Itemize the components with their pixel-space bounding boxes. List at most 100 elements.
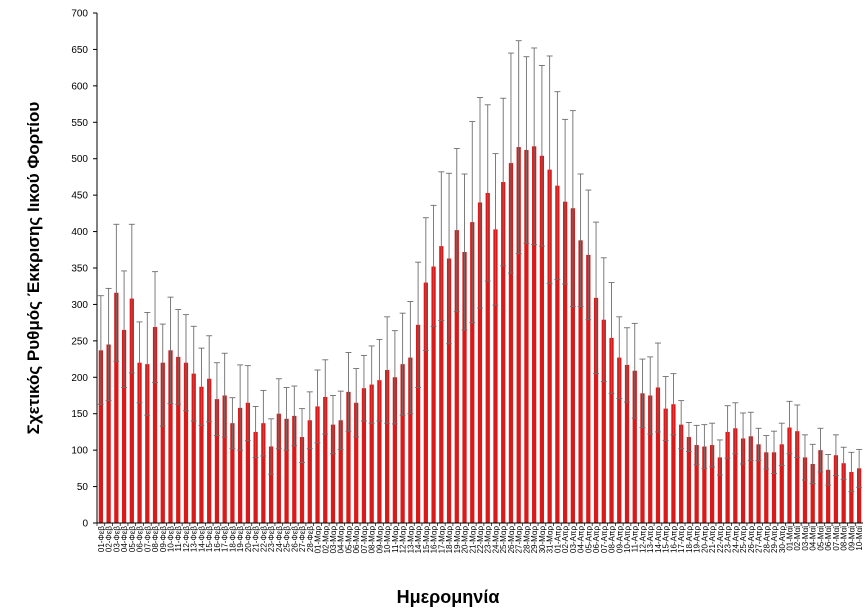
bar bbox=[709, 445, 715, 523]
bar bbox=[238, 407, 243, 523]
bar bbox=[826, 469, 831, 523]
x-tick-label: 23-Φεβ bbox=[267, 526, 276, 553]
y-tick-label: 250 bbox=[71, 336, 88, 347]
bar bbox=[145, 364, 150, 523]
bar bbox=[323, 396, 328, 523]
x-tick-label: 31-Μαρ bbox=[546, 526, 555, 554]
bar bbox=[679, 424, 684, 523]
bar bbox=[431, 266, 436, 523]
x-tick-label: 03-Μαϊ bbox=[801, 526, 810, 551]
bar bbox=[176, 356, 181, 523]
bar bbox=[624, 364, 630, 523]
bar bbox=[385, 370, 390, 523]
x-tick-label: 19-Μαρ bbox=[453, 526, 462, 554]
bar bbox=[570, 208, 575, 523]
bar bbox=[183, 362, 189, 523]
bar bbox=[748, 436, 753, 523]
error-bars bbox=[97, 40, 863, 493]
bar bbox=[299, 437, 305, 523]
bar bbox=[593, 297, 599, 523]
x-tick-label: 05-Μαϊ bbox=[816, 526, 825, 551]
bar bbox=[810, 463, 815, 523]
x-tick-label: 04-Φεβ bbox=[120, 526, 129, 553]
x-tick-label: 18-Απρ bbox=[685, 526, 694, 553]
x-tick-label: 23-Απρ bbox=[724, 526, 733, 553]
bar bbox=[338, 420, 343, 523]
x-axis-title: Ημερομηνία bbox=[397, 587, 500, 607]
bar bbox=[470, 222, 475, 523]
x-tick-label: 18-Μαρ bbox=[445, 526, 454, 554]
x-tick-label: 02-Απρ bbox=[561, 526, 570, 553]
x-tick-label: 17-Μαρ bbox=[437, 526, 446, 554]
x-tick-label: 29-Απρ bbox=[770, 526, 779, 553]
bar bbox=[354, 402, 359, 523]
x-tick-label: 09-Απρ bbox=[615, 526, 624, 553]
x-tick-label: 19-Φεβ bbox=[236, 526, 245, 553]
y-tick-label: 200 bbox=[71, 373, 88, 384]
y-tick-label: 300 bbox=[71, 300, 88, 311]
x-tick-label: 28-Φεβ bbox=[306, 526, 315, 553]
x-tick-label: 11-Φεβ bbox=[174, 526, 183, 552]
x-tick-label: 26-Απρ bbox=[747, 526, 756, 553]
y-axis-ticks: 0 50 100 150 200 250 300 350 400 450 500 550 600 650 7… bbox=[71, 9, 97, 530]
y-tick-label: 700 bbox=[71, 9, 88, 20]
x-tick-label: 08-Μαρ bbox=[368, 526, 377, 554]
bar bbox=[586, 254, 591, 523]
x-tick-label: 12-Φεβ bbox=[182, 526, 191, 553]
bar bbox=[129, 298, 134, 523]
x-tick-label: 09-Μαϊ bbox=[847, 526, 856, 551]
x-tick-label: 06-Μαϊ bbox=[824, 526, 833, 551]
bar bbox=[779, 444, 784, 523]
x-tick-label: 07-Μαρ bbox=[360, 526, 369, 554]
bar bbox=[253, 431, 258, 523]
x-tick-label: 10-Μαϊ bbox=[855, 526, 864, 551]
y-tick-label: 600 bbox=[71, 81, 88, 92]
bar bbox=[408, 357, 413, 523]
y-tick-label: 100 bbox=[71, 446, 88, 457]
x-tick-label: 02-Φεβ bbox=[105, 526, 114, 553]
bar bbox=[501, 182, 506, 523]
x-tick-label: 05-Απρ bbox=[584, 526, 593, 553]
x-tick-label: 15-Φεβ bbox=[205, 526, 214, 553]
bar bbox=[524, 149, 529, 523]
bar bbox=[168, 350, 173, 523]
x-tick-label: 13-Απρ bbox=[646, 526, 655, 553]
x-tick-label: 26-Μαρ bbox=[507, 526, 516, 554]
x-tick-label: 28-Μαρ bbox=[522, 526, 531, 554]
bar bbox=[207, 378, 212, 523]
bar bbox=[562, 201, 568, 523]
bar bbox=[818, 450, 823, 523]
x-tick-label: 04-Μαρ bbox=[337, 526, 346, 554]
bar bbox=[733, 428, 738, 523]
y-tick-label: 350 bbox=[71, 264, 88, 275]
x-tick-label: 22-Απρ bbox=[716, 526, 725, 553]
bar bbox=[106, 344, 111, 523]
x-tick-label: 08-Φεβ bbox=[151, 526, 160, 553]
x-tick-label: 30-Μαρ bbox=[538, 526, 547, 554]
bar bbox=[439, 246, 444, 523]
x-tick-label: 01-Μαϊ bbox=[785, 526, 794, 551]
bar bbox=[857, 468, 862, 523]
x-tick-label: 11-Απρ bbox=[631, 526, 640, 553]
bar bbox=[152, 327, 158, 523]
x-tick-label: 18-Φεβ bbox=[228, 526, 237, 553]
bar bbox=[485, 192, 490, 523]
x-tick-label: 27-Μαρ bbox=[515, 526, 524, 554]
x-tick-label: 20-Φεβ bbox=[244, 526, 253, 553]
bar bbox=[841, 463, 846, 523]
x-tick-label: 25-Μαρ bbox=[499, 526, 508, 554]
bar bbox=[802, 457, 808, 523]
x-tick-label: 24-Φεβ bbox=[275, 526, 284, 553]
x-tick-label: 01-Φεβ bbox=[97, 526, 106, 553]
x-tick-label: 06-Απρ bbox=[592, 526, 601, 553]
x-axis-ticks: 01-Φεβ02-Φεβ03-Φεβ04-Φεβ05-Φεβ06-Φεβ07-Φ… bbox=[96, 523, 864, 554]
x-tick-label: 10-Απρ bbox=[623, 526, 632, 553]
x-tick-label: 13-Φεβ bbox=[190, 526, 199, 553]
x-tick-label: 21-Μαρ bbox=[468, 526, 477, 554]
x-tick-label: 09-Φεβ bbox=[159, 526, 168, 553]
bar bbox=[795, 431, 800, 523]
bar bbox=[648, 395, 653, 523]
bar bbox=[346, 391, 351, 523]
bar bbox=[547, 169, 552, 523]
